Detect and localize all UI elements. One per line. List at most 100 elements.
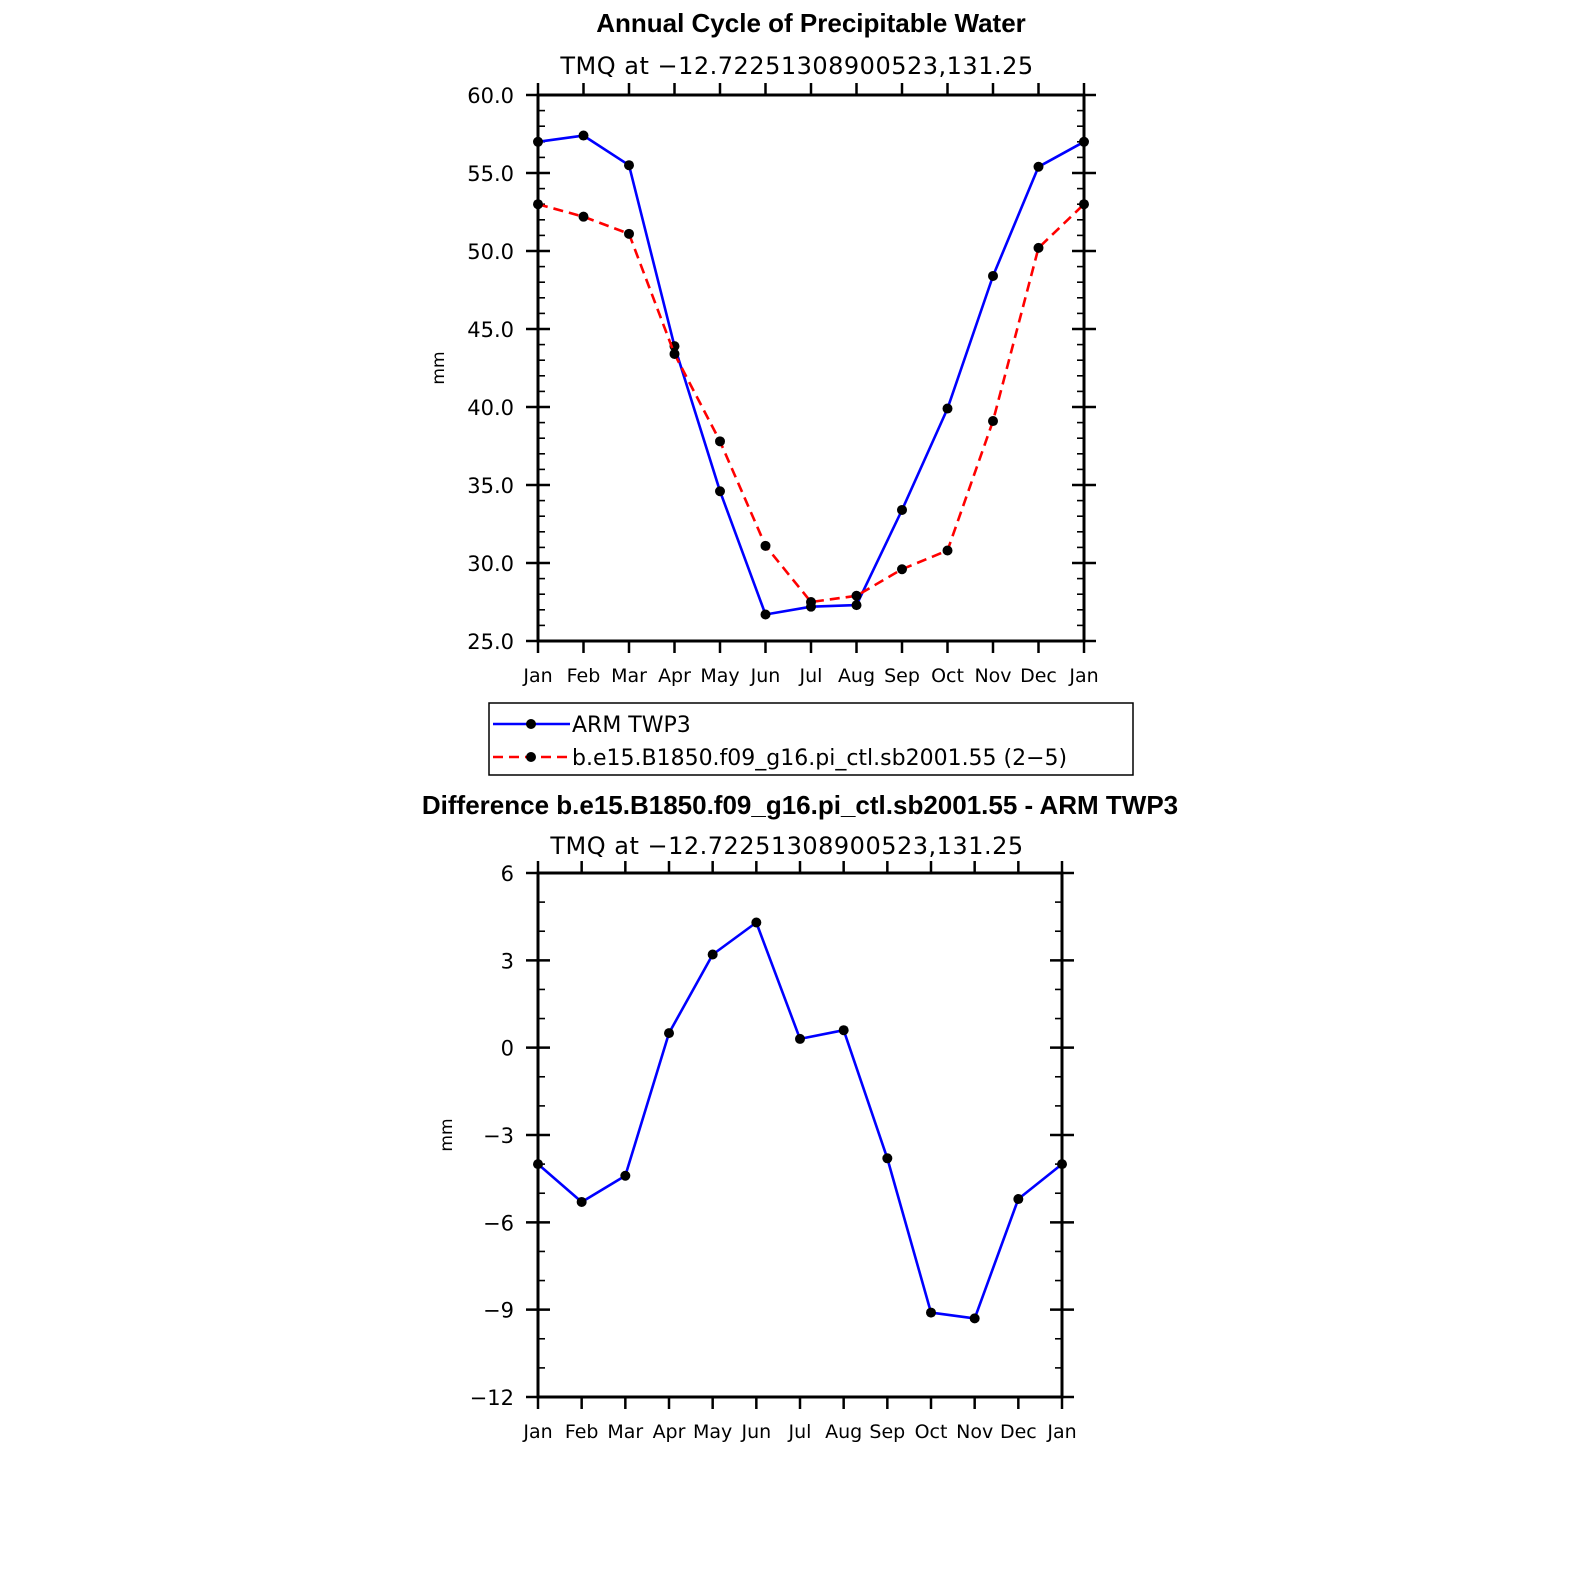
legend-marker-arm-twp3 xyxy=(526,719,536,729)
x-tick-label: Aug xyxy=(825,1421,862,1443)
data-point xyxy=(533,1159,543,1170)
data-point xyxy=(988,416,998,427)
x-tick-label: Nov xyxy=(974,665,1011,687)
data-point xyxy=(942,545,953,556)
series-group xyxy=(533,917,1067,1324)
data-point xyxy=(578,211,589,222)
data-point xyxy=(851,590,862,601)
x-tick-label: Jan xyxy=(522,1421,552,1443)
x-tick-label: Mar xyxy=(607,1421,643,1443)
series-line-1 xyxy=(537,202,1085,604)
data-point xyxy=(576,1196,587,1207)
y-tick-label: −12 xyxy=(470,1386,514,1410)
x-tick-label: Dec xyxy=(1020,665,1057,687)
data-point xyxy=(624,228,634,239)
y-tick-label: 0 xyxy=(501,1037,514,1061)
y-tick-label: −9 xyxy=(483,1299,514,1323)
data-point xyxy=(1033,242,1044,253)
x-tick-label: Apr xyxy=(658,665,691,687)
series-group xyxy=(533,130,1089,620)
legend-label-model: b.e15.B1850.f09_g16.pi_ctl.sb2001.55 (2−… xyxy=(572,746,1067,771)
y-axis-label: mm xyxy=(437,1118,457,1151)
y-axis-label: mm xyxy=(429,351,449,384)
data-point xyxy=(760,540,771,551)
data-point xyxy=(1079,199,1089,210)
chart-title: Annual Cycle of Precipitable Water xyxy=(596,8,1026,38)
x-tick-label: Oct xyxy=(915,1421,948,1443)
x-tick-label: May xyxy=(693,1421,732,1443)
legend-label-arm-twp3: ARM TWP3 xyxy=(572,713,691,738)
data-point xyxy=(669,348,680,359)
data-point xyxy=(751,917,762,928)
y-tick-label: −6 xyxy=(483,1211,514,1235)
y-tick-label: 60.0 xyxy=(467,84,514,108)
data-point xyxy=(806,597,816,607)
data-point xyxy=(533,199,543,210)
legend-marker-model xyxy=(526,752,536,762)
series-line-0 xyxy=(537,921,1063,1320)
y-tick-label: 55.0 xyxy=(467,162,514,186)
data-point xyxy=(669,341,680,352)
x-tick-label: Jan xyxy=(1046,1421,1076,1443)
y-tick-label: 35.0 xyxy=(467,474,514,498)
x-tick-label: May xyxy=(700,665,739,687)
axes: −12 −9 −6 −3 0 3 6 Jan Feb Mar Apr May Jun Jul Aug Sep O… xyxy=(470,861,1077,1443)
x-tick-label: Jan xyxy=(1068,665,1098,687)
x-tick-label: Sep xyxy=(884,665,920,687)
data-point xyxy=(988,270,998,281)
x-tick-label: Feb xyxy=(565,1421,599,1443)
x-tick-label: Jun xyxy=(750,665,781,687)
data-point xyxy=(926,1307,936,1318)
data-point xyxy=(969,1313,980,1324)
data-point xyxy=(1033,161,1044,172)
y-tick-label: 45.0 xyxy=(467,318,514,342)
precipitable-water-chart: Annual Cycle of Precipitable Water TMQ a… xyxy=(429,8,1099,687)
x-tick-label: Jul xyxy=(799,665,823,687)
y-tick-label: −3 xyxy=(483,1124,514,1148)
data-point xyxy=(715,486,725,497)
x-tick-label: Nov xyxy=(956,1421,993,1443)
legend-box xyxy=(488,702,1134,776)
data-point xyxy=(882,1153,893,1164)
series-line-0 xyxy=(537,134,1085,616)
y-tick-label: 30.0 xyxy=(467,552,514,576)
data-point xyxy=(760,609,771,620)
data-point xyxy=(897,504,907,515)
x-tick-label: Apr xyxy=(653,1421,686,1443)
data-point xyxy=(1057,1159,1067,1170)
chart-title: Difference b.e15.B1850.f09_g16.pi_ctl.sb… xyxy=(422,790,1178,820)
axes: 25.0 30.0 35.0 40.0 45.0 50.0 55.0 60.0 Jan Feb Ma… xyxy=(467,83,1099,687)
data-point xyxy=(664,1028,674,1039)
data-point xyxy=(715,436,725,447)
plot-frame xyxy=(536,871,1064,1399)
data-point xyxy=(578,130,589,141)
data-point xyxy=(620,1170,631,1181)
data-point xyxy=(851,600,862,611)
x-tick-label: Dec xyxy=(1000,1421,1037,1443)
data-point xyxy=(838,1025,849,1036)
difference-chart: Difference b.e15.B1850.f09_g16.pi_ctl.sb… xyxy=(422,790,1178,1443)
data-point xyxy=(624,160,634,171)
y-tick-label: 25.0 xyxy=(467,630,514,654)
data-point xyxy=(795,1033,805,1044)
data-point xyxy=(1013,1194,1024,1205)
y-tick-label: 6 xyxy=(501,862,514,886)
data-point xyxy=(1079,136,1089,147)
x-tick-label: Feb xyxy=(567,665,601,687)
x-tick-label: Jul xyxy=(788,1421,812,1443)
y-tick-label: 3 xyxy=(501,949,514,973)
y-tick-label: 50.0 xyxy=(467,240,514,264)
y-tick-label: 40.0 xyxy=(467,396,514,420)
data-point xyxy=(942,403,953,414)
x-tick-label: Oct xyxy=(931,665,964,687)
x-tick-label: Aug xyxy=(838,665,875,687)
x-tick-label: Sep xyxy=(869,1421,905,1443)
x-tick-label: Mar xyxy=(611,665,647,687)
data-point xyxy=(533,136,543,147)
chart-subtitle: TMQ at −12.72251308900523,131.25 xyxy=(549,832,1023,860)
x-tick-label: Jun xyxy=(740,1421,771,1443)
plot-frame xyxy=(536,93,1086,643)
legend: ARM TWP3 b.e15.B1850.f09_g16.pi_ctl.sb20… xyxy=(488,702,1134,776)
data-point xyxy=(897,564,907,575)
